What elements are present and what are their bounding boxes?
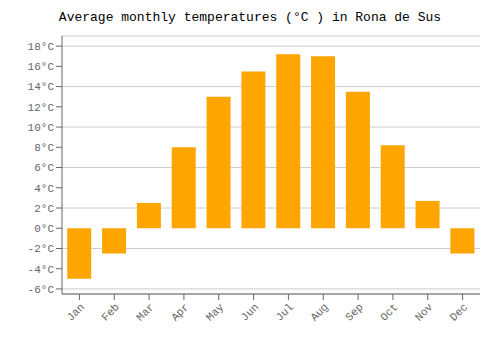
svg-text:Jul: Jul — [274, 301, 296, 323]
svg-text:Aug: Aug — [308, 301, 330, 323]
svg-text:-2°C: -2°C — [28, 243, 55, 255]
svg-text:Mar: Mar — [134, 301, 156, 323]
svg-text:Jun: Jun — [239, 301, 261, 323]
svg-text:6°C: 6°C — [34, 162, 54, 174]
svg-text:Nov: Nov — [413, 301, 436, 324]
svg-text:12°C: 12°C — [28, 102, 55, 114]
svg-text:16°C: 16°C — [28, 61, 55, 73]
svg-text:Feb: Feb — [99, 301, 121, 323]
svg-text:-4°C: -4°C — [28, 264, 55, 276]
svg-text:0°C: 0°C — [34, 223, 54, 235]
svg-text:Oct: Oct — [378, 301, 400, 323]
svg-text:8°C: 8°C — [34, 142, 54, 154]
svg-text:18°C: 18°C — [28, 41, 55, 53]
html-text:Average monthly temperatures (: Average monthly temperatures (°C ) in Ro… — [58, 10, 442, 25]
svg-text:Dec: Dec — [448, 301, 470, 323]
svg-text:May: May — [204, 301, 227, 324]
svg-text:2°C: 2°C — [34, 203, 54, 215]
svg-text:Apr: Apr — [169, 301, 191, 323]
svg-text:14°C: 14°C — [28, 81, 55, 93]
svg-text:Jan: Jan — [65, 301, 87, 323]
svg-text:4°C: 4°C — [34, 183, 54, 195]
svg-text:10°C: 10°C — [28, 122, 55, 134]
svg-text:Sep: Sep — [343, 301, 365, 323]
svg-text:-6°C: -6°C — [28, 284, 55, 296]
